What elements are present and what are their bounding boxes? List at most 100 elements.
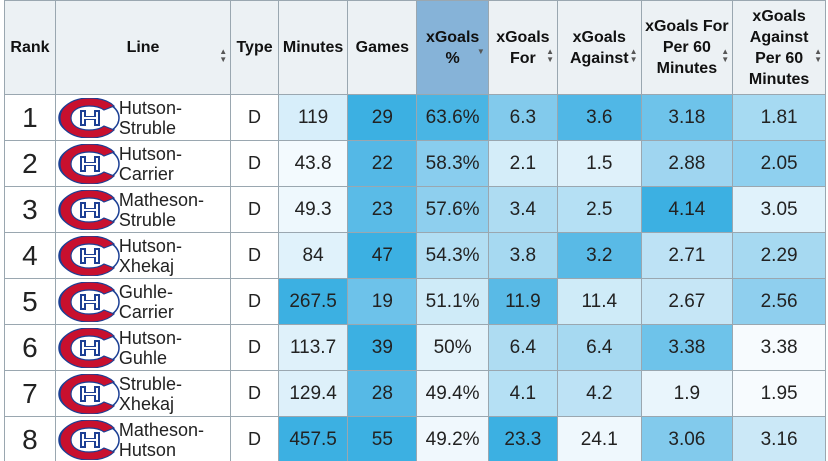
xgoals-for-cell: 6.4 [487, 324, 559, 371]
xgoals-against-per60-cell: 1.81 [732, 94, 826, 141]
player-name-1: Hutson- [118, 97, 182, 118]
xgoals-pct-cell: 57.6% [416, 186, 489, 233]
xgoals-against-per60-cell: 3.16 [732, 416, 826, 461]
player-name-1: Matheson- [118, 189, 204, 210]
xgoals-for-per60-cell: 1.9 [640, 370, 734, 417]
xgoals-pct-cell: 50% [416, 324, 489, 371]
sort-desc-icon[interactable]: ▼ [476, 46, 485, 56]
line-cell[interactable]: Hutson- Xhekaj [54, 232, 232, 279]
xgoals-for-cell: 3.4 [487, 186, 559, 233]
rank-cell: 2 [4, 140, 56, 187]
xgoals-for-per60-cell: 2.88 [640, 140, 734, 187]
xgoals-against-cell: 3.6 [557, 94, 642, 141]
xgoals-for-per60-cell: 3.18 [640, 94, 734, 141]
table-row[interactable]: 3 Matheson- Struble D 49 [4, 186, 826, 233]
header-xgoals-for-per60[interactable]: xGoals For Per 60 Minutes ▲ ▼ [640, 0, 734, 95]
xgoals-against-cell: 6.4 [557, 324, 642, 371]
minutes-cell: 119 [277, 94, 349, 141]
table-row[interactable]: 2 Hutson- Carrier D 43.8 [4, 140, 826, 187]
xgoals-against-per60-cell: 3.05 [732, 186, 826, 233]
type-cell: D [230, 232, 279, 279]
xgoals-pct-cell: 51.1% [416, 278, 489, 325]
canadiens-logo-icon [58, 419, 120, 460]
line-names: Matheson- Struble [119, 190, 204, 230]
header-xgoals-for[interactable]: xGoals For ▲ ▼ [487, 0, 559, 95]
minutes-cell: 113.7 [277, 324, 349, 371]
xgoals-against-cell: 2.5 [557, 186, 642, 233]
canadiens-logo-icon [58, 235, 120, 276]
type-cell: D [230, 416, 279, 461]
table-row[interactable]: 5 Guhle- Carrier D 267.5 [4, 278, 826, 325]
header-type-label: Type [236, 39, 273, 56]
table-row[interactable]: 1 Hutson- Struble D 119 [4, 94, 826, 141]
xgoals-pct-cell: 49.2% [416, 416, 489, 461]
minutes-cell: 49.3 [277, 186, 349, 233]
sort-arrows-icon[interactable]: ▲ ▼ [721, 46, 730, 64]
table-row[interactable]: 8 Matheson- Hutson D 457 [4, 416, 826, 461]
minutes-cell: 457.5 [277, 416, 349, 461]
sort-arrows-icon[interactable]: ▲ ▼ [546, 46, 555, 64]
player-name-2: Xhekaj [118, 393, 174, 414]
xgoals-for-per60-cell: 2.67 [640, 278, 734, 325]
minutes-cell: 267.5 [277, 278, 349, 325]
player-name-2: Hutson [118, 439, 176, 460]
rank-cell: 4 [4, 232, 56, 279]
type-cell: D [230, 94, 279, 141]
line-cell[interactable]: Matheson- Hutson [54, 416, 232, 461]
player-name-1: Guhle- [118, 281, 173, 302]
line-cell[interactable]: Struble- Xhekaj [54, 370, 232, 417]
xgoals-for-cell: 23.3 [487, 416, 559, 461]
xgoals-pct-cell: 54.3% [416, 232, 489, 279]
xgoals-against-cell: 11.4 [557, 278, 642, 325]
table-row[interactable]: 7 Struble- Xhekaj D 129. [4, 370, 826, 417]
line-cell[interactable]: Hutson- Guhle [54, 324, 232, 371]
table-row[interactable]: 6 Hutson- Guhle D 113.7 [4, 324, 826, 371]
line-cell[interactable]: Hutson- Carrier [54, 140, 232, 187]
line-cell[interactable]: Guhle- Carrier [54, 278, 232, 325]
xgoals-against-per60-cell: 3.38 [732, 324, 826, 371]
header-games-label: Games [355, 39, 410, 56]
minutes-cell: 129.4 [277, 370, 349, 417]
header-rank[interactable]: Rank [4, 0, 56, 95]
header-type[interactable]: Type [230, 0, 279, 95]
player-name-2: Guhle [118, 347, 167, 368]
canadiens-logo-icon [58, 373, 120, 414]
table-row[interactable]: 4 Hutson- Xhekaj D 84 [4, 232, 826, 279]
header-line-label: Line [126, 39, 160, 56]
header-line[interactable]: Line ▲ ▼ [54, 0, 232, 95]
player-name-2: Struble [118, 209, 176, 230]
xgoals-for-cell: 3.8 [487, 232, 559, 279]
games-cell: 47 [347, 232, 418, 279]
xgoals-against-per60-cell: 2.29 [732, 232, 826, 279]
xgoals-for-cell: 4.1 [487, 370, 559, 417]
player-name-1: Struble- [118, 373, 182, 394]
header-xgoals-for-per60-label: xGoals For Per 60 Minutes [645, 18, 729, 77]
header-xgoals-pct[interactable]: xGoals % ▼ [416, 0, 489, 95]
xgoals-against-cell: 24.1 [557, 416, 642, 461]
line-names: Matheson- Hutson [119, 420, 204, 460]
player-name-1: Matheson- [118, 419, 204, 440]
header-minutes[interactable]: Minutes [277, 0, 349, 95]
header-games[interactable]: Games [347, 0, 418, 95]
line-cell[interactable]: Hutson- Struble [54, 94, 232, 141]
rank-cell: 6 [4, 324, 56, 371]
games-cell: 29 [347, 94, 418, 141]
sort-arrows-icon[interactable]: ▲ ▼ [629, 46, 638, 64]
line-names: Hutson- Xhekaj [119, 236, 182, 276]
sort-arrows-icon[interactable]: ▲ ▼ [219, 46, 228, 64]
xgoals-for-cell: 2.1 [487, 140, 559, 187]
sort-arrows-icon[interactable]: ▲ ▼ [814, 46, 822, 64]
header-xgoals-against-per60[interactable]: xGoals Against Per 60 Minutes ▲ ▼ [732, 0, 826, 95]
rank-cell: 7 [4, 370, 56, 417]
games-cell: 19 [347, 278, 418, 325]
games-cell: 28 [347, 370, 418, 417]
line-cell[interactable]: Matheson- Struble [54, 186, 232, 233]
minutes-cell: 84 [277, 232, 349, 279]
rank-cell: 8 [4, 416, 56, 461]
player-name-1: Hutson- [118, 143, 182, 164]
rank-cell: 5 [4, 278, 56, 325]
canadiens-logo-icon [58, 97, 120, 138]
player-name-2: Carrier [118, 163, 174, 184]
header-xgoals-against[interactable]: xGoals Against ▲ ▼ [557, 0, 642, 95]
